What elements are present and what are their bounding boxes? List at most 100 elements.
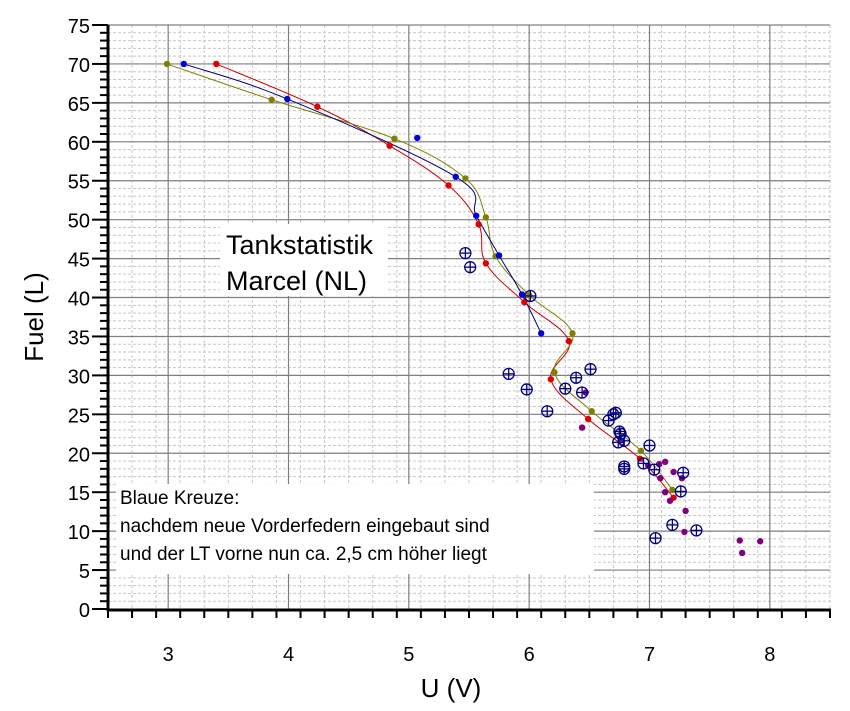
y-tick-label: 20 (68, 444, 90, 466)
y-tick-label: 55 (68, 172, 90, 194)
point-blue (284, 95, 291, 103)
y-tick-label: 0 (79, 600, 90, 622)
cross-marker (541, 405, 554, 418)
point-blue (518, 291, 526, 298)
cross-marker (677, 466, 690, 479)
point-blue (495, 252, 503, 259)
y-tick-label: 10 (68, 522, 90, 544)
point-red (445, 182, 452, 189)
point-purple (738, 549, 746, 557)
point-purple (578, 424, 586, 431)
y-tick-label: 75 (68, 16, 90, 38)
cross-marker (612, 436, 625, 449)
series-points (163, 60, 764, 557)
cross-marker (637, 457, 650, 470)
point-olive (268, 96, 275, 103)
cross-marker (584, 363, 597, 376)
y-tick-label: 15 (68, 483, 90, 505)
cross-marker (602, 414, 615, 427)
y-tick-label: 5 (79, 561, 90, 583)
title-annotation-box (220, 224, 388, 296)
annotation-note-line: nachdem neue Vorderfedern eingebaut sind (120, 516, 490, 537)
cross-marker (569, 371, 583, 384)
x-tick-label: 6 (524, 644, 535, 666)
point-purple (736, 537, 743, 544)
point-olive (669, 486, 676, 494)
series-line-red (216, 63, 674, 498)
x-tick-label: 8 (764, 644, 775, 666)
cross-marker (674, 485, 687, 498)
point-purple (682, 507, 689, 515)
point-red (547, 376, 555, 383)
cross-marker (524, 289, 537, 303)
x-tick-label: 7 (644, 644, 655, 666)
x-tick-label: 5 (403, 644, 414, 666)
y-tick-label: 70 (68, 55, 90, 77)
point-olive (637, 447, 645, 455)
cross-marker (520, 383, 533, 396)
point-purple (681, 528, 688, 536)
point-red (584, 415, 592, 423)
point-olive (551, 369, 558, 376)
cross-marker (618, 462, 631, 475)
cross-marker (643, 439, 656, 452)
y-tick-label: 45 (68, 250, 90, 272)
point-purple (757, 538, 764, 545)
point-red (565, 337, 573, 345)
cross-marker (575, 386, 589, 399)
cross-marker (502, 367, 515, 380)
y-tick-label: 50 (68, 211, 90, 233)
note-annotation-box (116, 484, 594, 574)
y-tick-label: 35 (68, 327, 90, 349)
cross-marker (464, 261, 477, 274)
point-olive (163, 60, 171, 68)
y-tick-label: 40 (68, 289, 90, 311)
x-tick-label: 4 (283, 644, 294, 666)
series-line-blue (183, 63, 542, 334)
point-olive (462, 175, 469, 182)
cross-marker (666, 518, 679, 532)
annotation-subtitle-line: Marcel (NL) (226, 266, 367, 296)
point-olive (588, 408, 595, 415)
point-blue (452, 173, 459, 181)
x-axis-title: U (V) (421, 673, 482, 703)
point-blue (473, 212, 480, 219)
minor-grid (107, 24, 831, 610)
y-tick-label: 25 (68, 405, 90, 427)
point-blue (538, 330, 545, 337)
annotation-note-line: und der LT vorne nun ca. 2,5 cm höher li… (120, 544, 488, 565)
cross-marker (690, 524, 703, 537)
point-purple (670, 468, 677, 476)
major-grid (108, 24, 830, 609)
point-purple (657, 474, 664, 482)
point-red (386, 142, 393, 149)
point-purple (661, 458, 669, 466)
cross-marker (648, 463, 661, 476)
y-tick-label: 30 (68, 366, 90, 388)
point-red (213, 60, 220, 68)
point-olive (391, 135, 398, 142)
cross-marker (559, 382, 572, 395)
x-axis-ticks: 3 4 5 6 7 8 (107, 610, 831, 666)
y-axis-ticks: 0 5 10 15 20 25 30 35 40 45 50 55 60 65 70 75 (68, 16, 108, 622)
point-red (314, 103, 321, 110)
point-blue-single (414, 134, 421, 142)
y-tick-label: 60 (68, 133, 90, 155)
point-red (475, 221, 482, 228)
point-red (521, 299, 528, 306)
annotation-note-line: Blaue Kreuze: (120, 488, 239, 509)
x-tick-label: 3 (163, 644, 174, 666)
point-purple (661, 489, 669, 496)
cross-marker (459, 246, 472, 260)
point-olive (569, 330, 576, 337)
point-blue (180, 60, 188, 68)
cross-marker (649, 531, 662, 545)
annotations: Tankstatistik Marcel (NL) Blaue Kreuze: … (116, 224, 594, 574)
point-red (482, 260, 490, 267)
y-tick-label: 65 (68, 94, 90, 116)
point-purple (666, 497, 674, 504)
y-axis-title: Fuel (L) (19, 272, 49, 362)
annotation-title-line: Tankstatistik (226, 230, 374, 260)
